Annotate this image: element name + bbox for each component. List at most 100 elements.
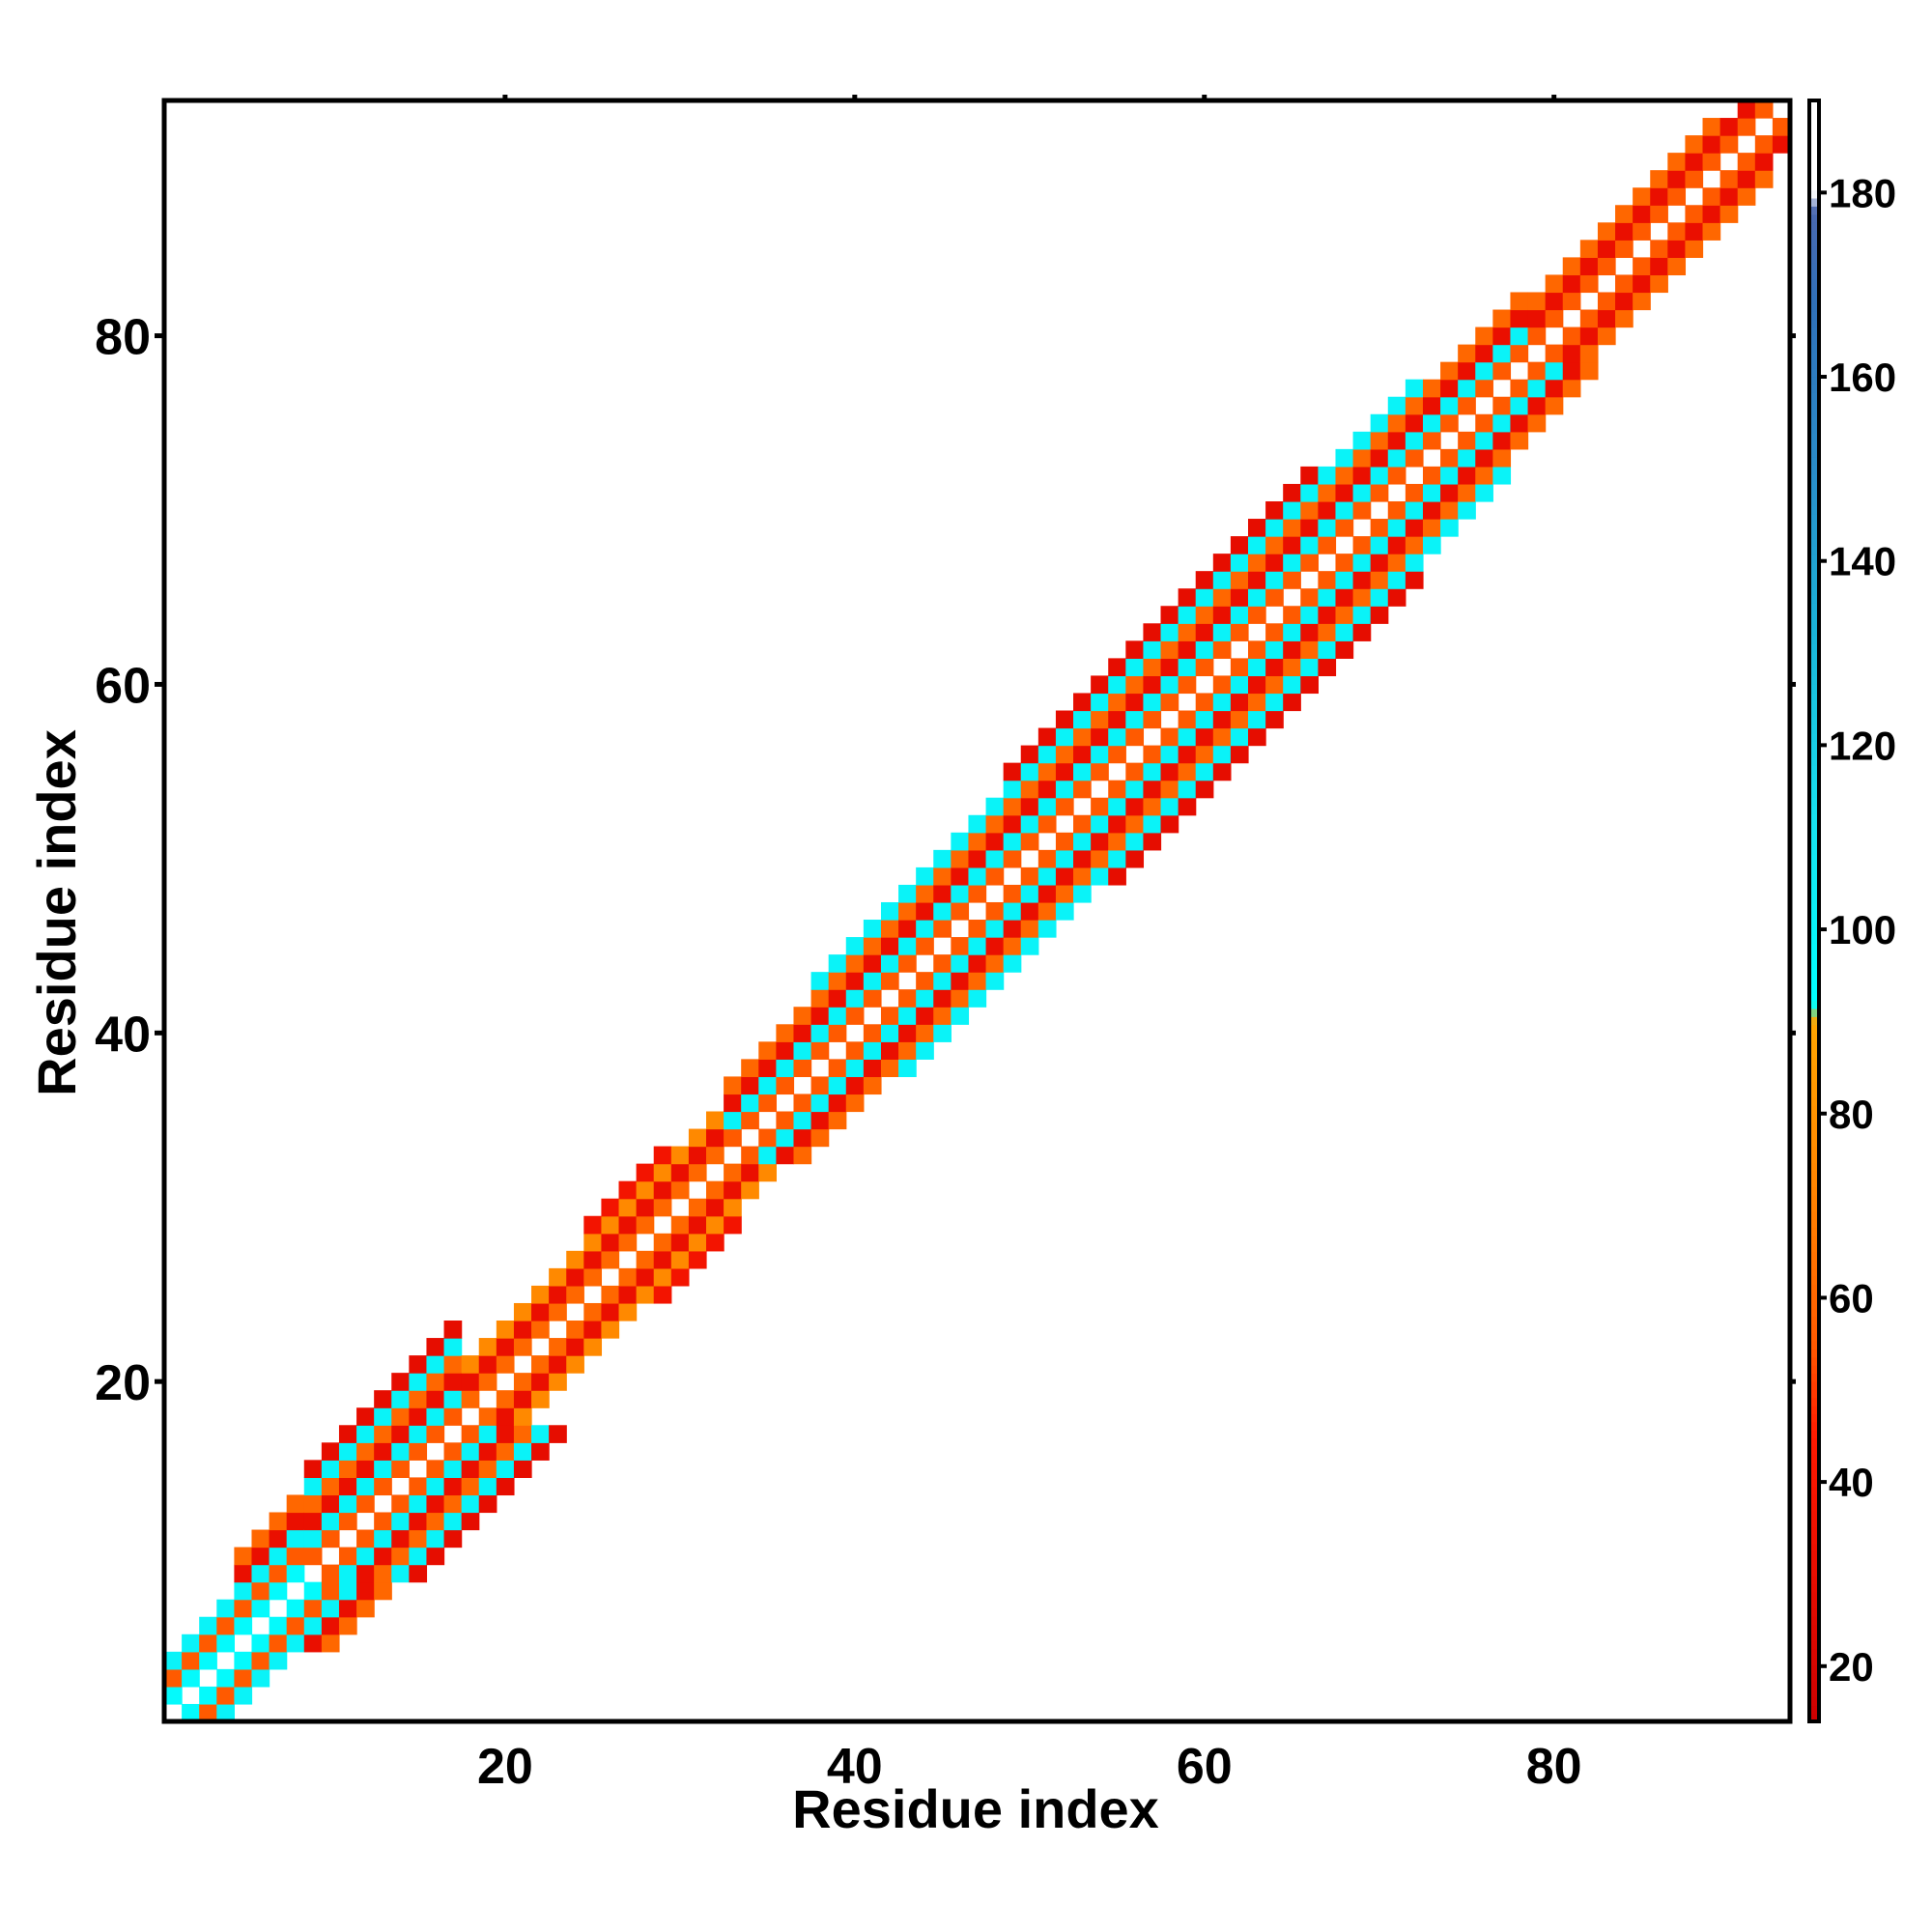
colorbar-tick-label: 20 bbox=[1829, 1644, 1874, 1690]
heatmap-cell bbox=[1335, 500, 1354, 520]
heatmap-cell bbox=[898, 901, 917, 921]
heatmap-cell bbox=[1283, 500, 1301, 520]
heatmap-cell bbox=[1091, 745, 1109, 764]
heatmap-cell bbox=[1178, 780, 1197, 799]
heatmap-cell bbox=[1212, 727, 1232, 747]
heatmap-cell bbox=[1230, 658, 1249, 677]
colorbar-segment bbox=[1809, 845, 1819, 856]
heatmap-cell bbox=[409, 1407, 428, 1426]
heatmap-cell bbox=[898, 1024, 917, 1042]
heatmap-cell bbox=[1458, 466, 1476, 485]
heatmap-cell bbox=[1387, 588, 1406, 607]
heatmap-cell bbox=[1387, 413, 1406, 433]
colorbar-segment bbox=[1809, 976, 1819, 985]
colorbar-segment bbox=[1809, 1203, 1819, 1212]
heatmap-cell bbox=[1265, 623, 1284, 641]
heatmap-cell bbox=[1020, 745, 1039, 764]
heatmap-cell bbox=[741, 1180, 759, 1200]
heatmap-cell bbox=[1020, 937, 1039, 955]
heatmap-cell bbox=[443, 1512, 463, 1531]
heatmap-cell bbox=[1545, 274, 1564, 294]
heatmap-cell bbox=[461, 1442, 480, 1461]
heatmap-cell bbox=[1283, 640, 1301, 659]
heatmap-cell bbox=[1702, 135, 1721, 154]
heatmap-cell bbox=[286, 1564, 305, 1583]
heatmap-cell bbox=[793, 1128, 812, 1148]
colorbar-segment bbox=[1809, 238, 1819, 247]
heatmap-cell bbox=[531, 1425, 550, 1443]
colorbar-segment bbox=[1809, 1105, 1819, 1115]
heatmap-cell bbox=[216, 1616, 235, 1635]
heatmap-cell bbox=[810, 1094, 830, 1113]
colorbar-segment bbox=[1809, 1543, 1819, 1552]
heatmap-cell bbox=[653, 1180, 672, 1200]
colorbar-segment bbox=[1809, 749, 1819, 758]
heatmap-cell bbox=[269, 1512, 288, 1531]
colorbar-segment bbox=[1809, 1283, 1819, 1293]
heatmap-cell bbox=[1702, 153, 1721, 171]
heatmap-cell bbox=[234, 1651, 253, 1670]
heatmap-cell bbox=[1650, 274, 1668, 294]
heatmap-cell bbox=[1160, 780, 1179, 799]
heatmap-cell bbox=[951, 1007, 970, 1025]
heatmap-cell bbox=[1143, 814, 1162, 834]
heatmap-cell bbox=[338, 1512, 357, 1531]
heatmap-cell bbox=[356, 1547, 375, 1566]
heatmap-cell bbox=[234, 1616, 253, 1635]
heatmap-cell bbox=[1143, 693, 1162, 712]
heatmap-cell bbox=[216, 1599, 235, 1618]
heatmap-cell bbox=[1370, 431, 1389, 450]
heatmap-cell bbox=[1283, 606, 1301, 624]
colorbar-segment bbox=[1809, 1332, 1819, 1342]
heatmap-cell bbox=[1125, 797, 1145, 816]
heatmap-cell bbox=[968, 920, 987, 938]
heatmap-cell bbox=[1300, 606, 1319, 624]
heatmap-cell bbox=[758, 1094, 777, 1113]
heatmap-cell bbox=[513, 1373, 532, 1391]
heatmap-cell bbox=[776, 1111, 795, 1130]
heatmap-cell bbox=[1475, 413, 1493, 433]
colorbar-segment bbox=[1809, 140, 1819, 151]
heatmap-cell bbox=[601, 1250, 620, 1269]
heatmap-cell bbox=[758, 1146, 777, 1165]
heatmap-cell bbox=[1685, 170, 1704, 188]
colorbar-segment bbox=[1809, 319, 1819, 328]
heatmap-cell bbox=[1143, 710, 1162, 729]
heatmap-cell bbox=[513, 1338, 532, 1356]
heatmap-cell bbox=[1492, 413, 1512, 433]
heatmap-cell bbox=[1003, 762, 1022, 781]
heatmap-cell bbox=[1475, 361, 1493, 381]
heatmap-cell bbox=[1562, 292, 1581, 311]
heatmap-cell bbox=[1160, 745, 1179, 764]
colorbar-segment bbox=[1809, 546, 1819, 555]
heatmap-cell bbox=[776, 1076, 795, 1095]
heatmap-cell bbox=[443, 1355, 463, 1374]
heatmap-cell bbox=[828, 954, 847, 973]
heatmap-cell bbox=[724, 1198, 742, 1217]
heatmap-cell bbox=[374, 1581, 392, 1601]
heatmap-cell bbox=[985, 797, 1005, 816]
heatmap-cell bbox=[1633, 187, 1651, 206]
heatmap-cell bbox=[496, 1390, 515, 1408]
heatmap-cell bbox=[793, 1111, 812, 1130]
heatmap-cell bbox=[409, 1547, 428, 1566]
heatmap-cell bbox=[1143, 762, 1162, 781]
heatmap-cell bbox=[1212, 606, 1232, 624]
heatmap-cell bbox=[1685, 135, 1704, 154]
heatmap-cell bbox=[1458, 344, 1476, 363]
heatmap-cell bbox=[1370, 483, 1389, 502]
heatmap-cell bbox=[985, 901, 1005, 921]
heatmap-cell bbox=[1440, 448, 1459, 468]
colorbar-segment bbox=[1809, 1032, 1819, 1042]
heatmap-cell bbox=[776, 1024, 795, 1042]
heatmap-cell bbox=[1405, 571, 1424, 589]
colorbar-segment bbox=[1809, 878, 1819, 888]
heatmap-cell bbox=[724, 1128, 742, 1148]
heatmap-cell bbox=[321, 1581, 340, 1601]
colorbar-segment bbox=[1809, 1275, 1819, 1285]
heatmap-cell bbox=[985, 814, 1005, 834]
heatmap-cell bbox=[286, 1616, 305, 1635]
heatmap-cell bbox=[1370, 606, 1389, 624]
heatmap-cell bbox=[1387, 519, 1406, 537]
heatmap-cell bbox=[706, 1146, 724, 1165]
